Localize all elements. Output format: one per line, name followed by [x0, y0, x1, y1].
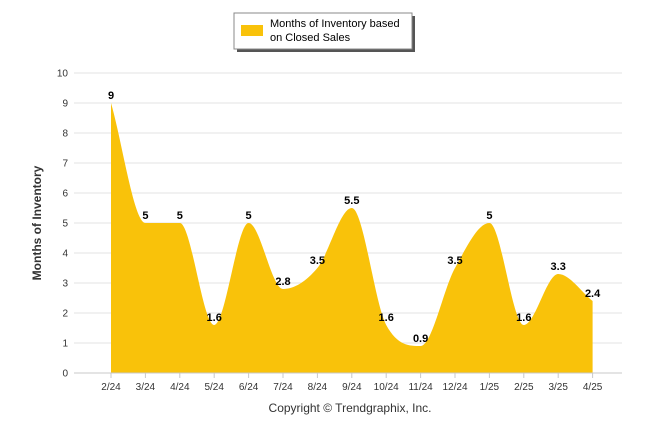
data-label-5: 2.8 — [275, 276, 290, 288]
data-label-6: 3.5 — [310, 255, 325, 267]
data-label-13: 3.3 — [551, 261, 566, 273]
y-tick-label-4: 4 — [62, 249, 68, 260]
x-tick-label-2-24: 2/24 — [101, 382, 121, 393]
x-tick-label-3-24: 3/24 — [136, 382, 156, 393]
series-area — [111, 103, 593, 373]
data-label-10: 3.5 — [447, 255, 462, 267]
x-tick-label-5-24: 5/24 — [204, 382, 224, 393]
data-label-9: 0.9 — [413, 333, 428, 345]
y-tick-label-7: 7 — [62, 159, 68, 170]
y-tick-label-3: 3 — [62, 279, 68, 290]
data-label-2: 5 — [177, 210, 183, 222]
data-label-7: 5.5 — [344, 195, 359, 207]
area-layer — [111, 103, 593, 373]
data-label-11: 5 — [486, 210, 492, 222]
data-label-1: 5 — [142, 210, 148, 222]
x-tick-label-10-24: 10/24 — [374, 382, 399, 393]
x-tick-label-1-25: 1/25 — [480, 382, 500, 393]
data-label-3: 1.6 — [207, 312, 222, 324]
x-tick-label-2-25: 2/25 — [514, 382, 534, 393]
legend-swatch — [241, 25, 263, 36]
x-tick-label-4-24: 4/24 — [170, 382, 190, 393]
legend-label-line-2: on Closed Sales — [270, 32, 351, 44]
x-tick-label-7-24: 7/24 — [273, 382, 293, 393]
y-axis-title: Months of Inventory — [30, 165, 44, 280]
data-label-12: 1.6 — [516, 312, 531, 324]
x-tick-label-8-24: 8/24 — [308, 382, 328, 393]
x-tick-label-9-24: 9/24 — [342, 382, 362, 393]
data-label-4: 5 — [246, 210, 252, 222]
y-tick-label-9: 9 — [62, 99, 68, 110]
legend: Months of Inventory based on Closed Sale… — [234, 13, 415, 52]
y-tick-label-6: 6 — [62, 189, 68, 200]
x-tick-label-4-25: 4/25 — [583, 382, 603, 393]
y-tick-label-8: 8 — [62, 129, 68, 140]
y-tick-label-1: 1 — [62, 339, 68, 350]
y-tick-label-10: 10 — [57, 69, 69, 80]
data-label-8: 1.6 — [379, 312, 394, 324]
y-tick-label-5: 5 — [62, 219, 68, 230]
y-tick-label-0: 0 — [62, 369, 68, 380]
legend-label-line-1: Months of Inventory based — [270, 18, 400, 30]
x-tick-label-11-24: 11/24 — [408, 382, 433, 393]
x-tick-label-6-24: 6/24 — [239, 382, 259, 393]
x-tick-label-12-24: 12/24 — [442, 382, 467, 393]
data-label-0: 9 — [108, 90, 114, 102]
y-tick-label-2: 2 — [62, 309, 68, 320]
data-label-14: 2.4 — [585, 288, 601, 300]
x-tick-label-3-25: 3/25 — [548, 382, 568, 393]
copyright-text: Copyright © Trendgraphix, Inc. — [269, 401, 432, 415]
